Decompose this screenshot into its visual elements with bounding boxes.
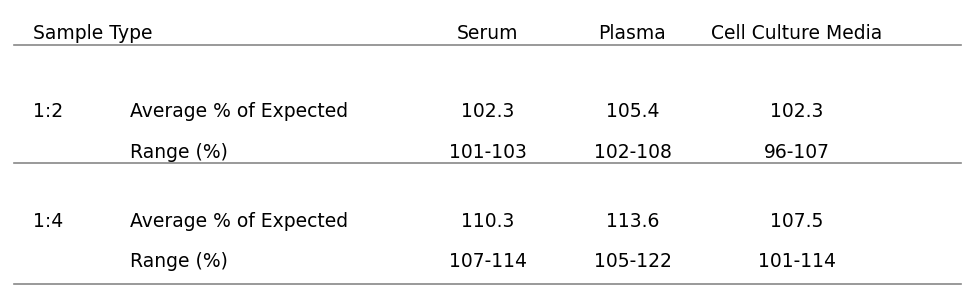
Text: 102-108: 102-108 <box>594 143 672 162</box>
Text: 1:2: 1:2 <box>33 102 63 121</box>
Text: Range (%): Range (%) <box>130 252 228 271</box>
Text: 102.3: 102.3 <box>770 102 824 121</box>
Text: 105-122: 105-122 <box>594 252 672 271</box>
Text: Average % of Expected: Average % of Expected <box>130 102 348 121</box>
Text: 107-114: 107-114 <box>448 252 526 271</box>
Text: Plasma: Plasma <box>599 24 666 43</box>
Text: 101-114: 101-114 <box>758 252 836 271</box>
Text: Serum: Serum <box>456 24 519 43</box>
Text: 1:4: 1:4 <box>33 212 63 231</box>
Text: Range (%): Range (%) <box>130 143 228 162</box>
Text: Average % of Expected: Average % of Expected <box>130 212 348 231</box>
Text: 101-103: 101-103 <box>448 143 526 162</box>
Text: 113.6: 113.6 <box>605 212 659 231</box>
Text: 105.4: 105.4 <box>605 102 659 121</box>
Text: Sample Type: Sample Type <box>33 24 153 43</box>
Text: 107.5: 107.5 <box>770 212 824 231</box>
Text: 102.3: 102.3 <box>461 102 514 121</box>
Text: 96-107: 96-107 <box>763 143 830 162</box>
Text: 110.3: 110.3 <box>461 212 514 231</box>
Text: Cell Culture Media: Cell Culture Media <box>711 24 882 43</box>
